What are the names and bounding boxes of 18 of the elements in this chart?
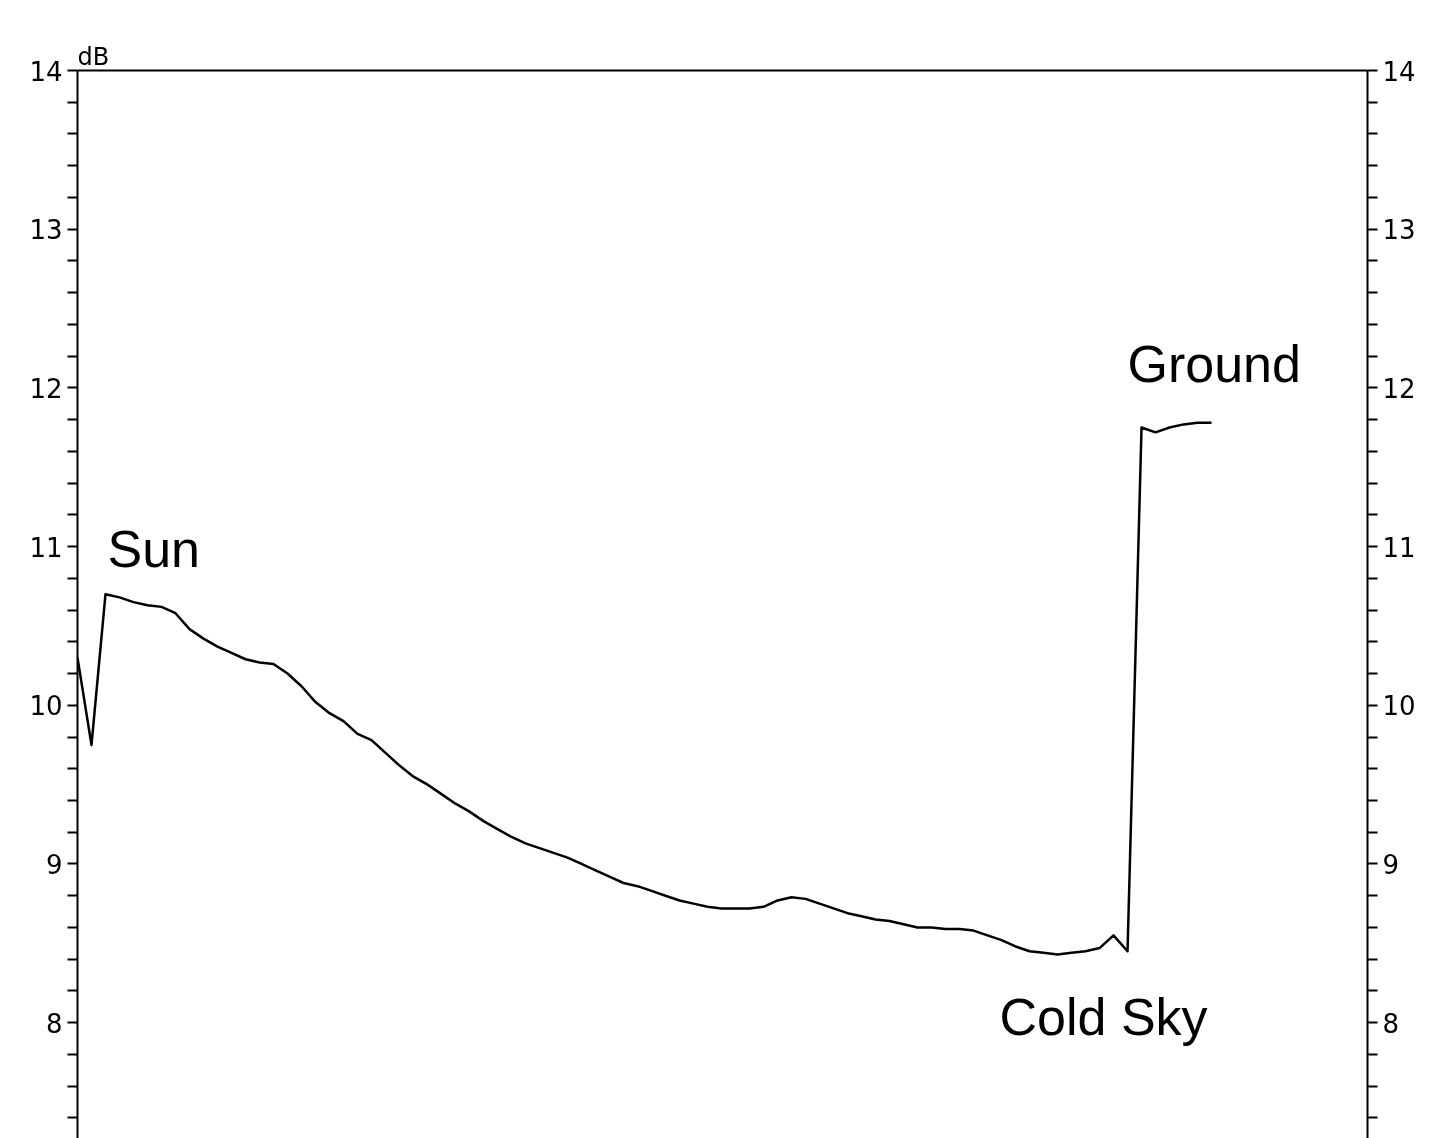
annotation: Sun (107, 519, 201, 578)
y2-tick-label: 9 (1382, 849, 1400, 880)
y2-tick-label: 8 (1382, 1008, 1400, 1039)
y2-tick-label: 14 (1382, 56, 1416, 87)
y-tick-label: 13 (29, 215, 63, 246)
annotation: Cold Sky (999, 987, 1208, 1046)
annotation: Ground (1127, 334, 1301, 393)
y-tick-label: 8 (45, 1008, 63, 1039)
y-tick-label: 14 (29, 56, 63, 87)
y-tick-label: 11 (29, 532, 63, 563)
y-tick-label: 10 (29, 691, 63, 722)
y2-tick-label: 11 (1382, 532, 1416, 563)
y2-tick-label: 10 (1382, 691, 1416, 722)
y2-tick-label: 13 (1382, 215, 1416, 246)
y-tick-label: 12 (29, 373, 63, 404)
y-axis-title: dB (77, 42, 110, 71)
y2-tick-label: 12 (1382, 373, 1416, 404)
y-tick-label: 9 (45, 849, 63, 880)
